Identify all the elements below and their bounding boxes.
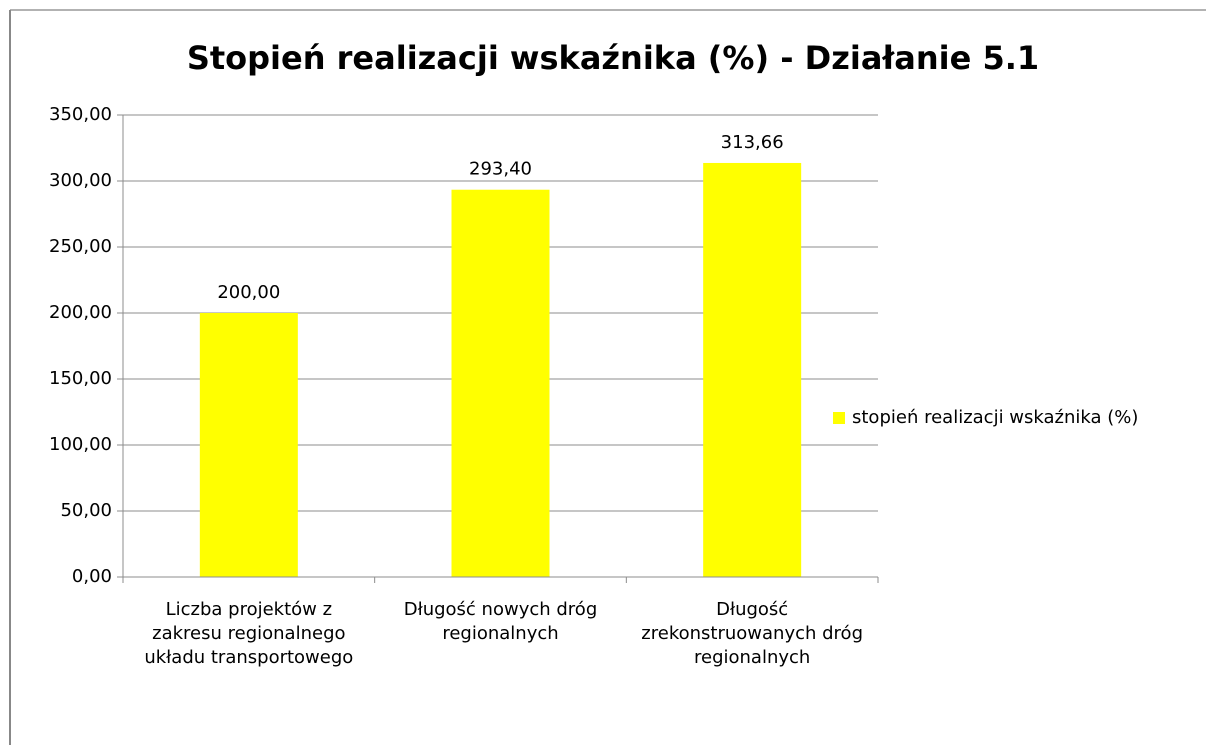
y-tick-label: 50,00 <box>60 500 112 521</box>
legend-swatch <box>833 412 845 424</box>
y-tick-label: 300,00 <box>49 170 112 191</box>
bar <box>199 313 298 577</box>
y-tick-label: 0,00 <box>72 566 112 587</box>
y-tick-label: 150,00 <box>49 368 112 389</box>
y-tick-label: 350,00 <box>49 104 112 125</box>
bar <box>703 162 802 577</box>
data-label: 313,66 <box>721 132 784 153</box>
y-tick-label: 200,00 <box>49 302 112 323</box>
bar <box>451 189 550 577</box>
y-tick-label: 250,00 <box>49 236 112 257</box>
x-tick-label: Długość nowych dróg regionalnych <box>403 599 598 644</box>
y-tick-label: 100,00 <box>49 434 112 455</box>
x-tick-label: Liczba projektów z zakresu regionalnego … <box>144 599 354 668</box>
data-label: 200,00 <box>217 282 280 303</box>
data-label: 293,40 <box>469 159 532 180</box>
chart-title: Stopień realizacji wskaźnika (%) - Dział… <box>187 39 1039 77</box>
x-tick-label: Długość zrekonstruowanych dróg regionaln… <box>641 599 863 668</box>
legend-label: stopień realizacji wskaźnika (%) <box>852 407 1138 428</box>
